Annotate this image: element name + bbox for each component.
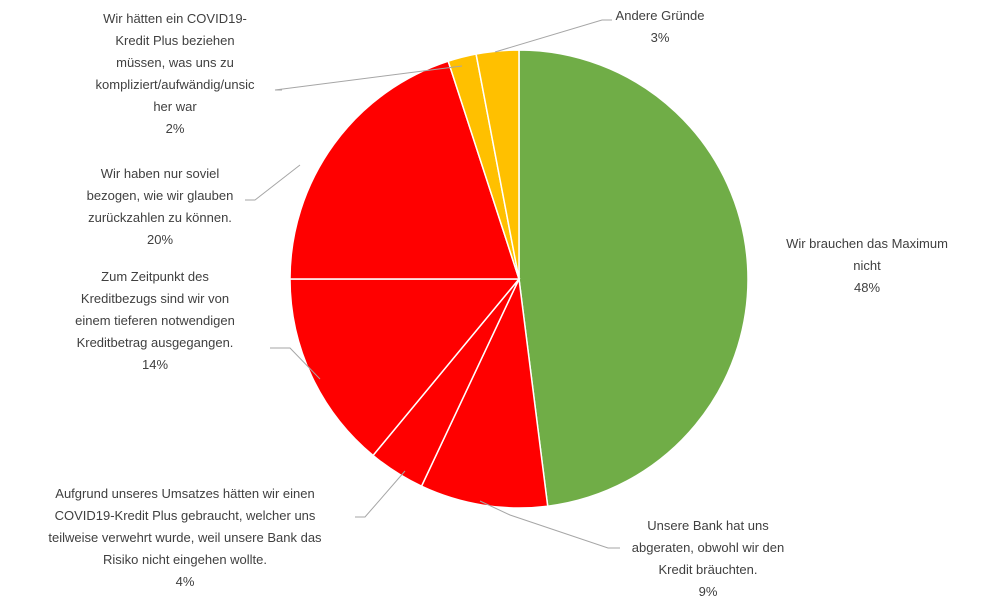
pie-slice-5 [289, 60, 521, 280]
slice-label-line: müssen, was uns zu [116, 55, 234, 70]
slice-label-5: Wir haben nur soviel bezogen, wie wir gla… [87, 166, 234, 247]
pie-slice-4 [289, 278, 521, 457]
slice-label-6: Wir hätten ein COVID19- Kredit Plus bezie… [96, 11, 255, 136]
slice-label-line: Kreditbetrag ausgegangen. [77, 335, 234, 350]
slice-percent: 20% [147, 232, 173, 247]
slice-label-1: Wir brauchen das Maximum nicht 48% [786, 236, 948, 295]
slice-labels: Wir brauchen das Maximum nicht 48% Unsere B… [48, 8, 947, 597]
slice-label-line: Aufgrund unseres Umsatzes hätten wir ein… [55, 486, 314, 501]
slice-label-line: Wir hätten ein COVID19- [103, 11, 247, 26]
pie-slice-1 [518, 49, 749, 508]
slice-percent: 48% [854, 280, 880, 295]
slice-label-2: Unsere Bank hat uns abgeraten, obwohl wir… [632, 518, 785, 597]
pie-slices [289, 49, 749, 509]
slice-label-line: Wir brauchen das Maximum [786, 236, 948, 251]
slice-label-line: Andere Gründe [616, 8, 705, 23]
slice-label-line: Kredit Plus beziehen [115, 33, 234, 48]
slice-label-line: Kreditbezugs sind wir von [81, 291, 229, 306]
slice-label-line: Risiko nicht eingehen wollte. [103, 552, 267, 567]
leader-lines [245, 19, 620, 549]
slice-percent: 14% [142, 357, 168, 372]
slice-label-line: COVID19-Kredit Plus gebraucht, welcher u… [55, 508, 316, 523]
slice-label-line: zurückzahlen zu können. [88, 210, 232, 225]
pie-slice-2 [420, 276, 549, 509]
slice-label-line: Kredit bräuchten. [658, 562, 757, 577]
slice-label-line: Wir haben nur soviel [101, 166, 220, 181]
slice-label-7: Andere Gründe 3% [616, 8, 705, 45]
leader-line-3 [355, 470, 406, 518]
slice-label-3: Aufgrund unseres Umsatzes hätten wir ein… [48, 486, 322, 589]
slice-label-line: teilweise verwehrt wurde, weil unsere Ba… [48, 530, 322, 545]
leader-line-4 [270, 347, 321, 380]
slice-percent: 9% [699, 584, 718, 597]
slice-label-line: bezogen, wie wir glauben [87, 188, 234, 203]
slice-percent: 2% [166, 121, 185, 136]
slice-percent: 4% [176, 574, 195, 589]
slice-label-line: abgeraten, obwohl wir den [632, 540, 785, 555]
slice-label-4: Zum Zeitpunkt des Kreditbezugs sind wir v… [75, 269, 235, 372]
leader-line-2 [479, 500, 620, 549]
slice-label-line: nicht [853, 258, 881, 273]
slice-label-line: her war [153, 99, 197, 114]
slice-label-line: Zum Zeitpunkt des [101, 269, 209, 284]
slice-label-line: einem tieferen notwendigen [75, 313, 235, 328]
leader-line-7 [494, 19, 612, 53]
leader-line-6 [274, 65, 463, 91]
slice-label-line: kompliziert/aufwändig/unsic [96, 77, 255, 92]
slice-label-line: Unsere Bank hat uns [647, 518, 769, 533]
leader-line-5 [245, 164, 301, 201]
slice-percent: 3% [651, 30, 670, 45]
